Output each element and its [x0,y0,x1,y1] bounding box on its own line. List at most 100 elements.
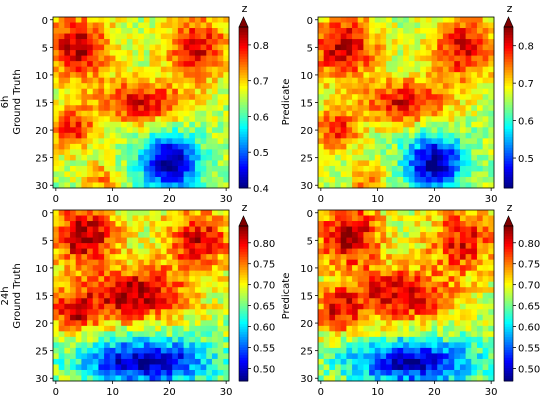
heatmap-cell [121,259,128,266]
heatmap-cell [459,66,467,73]
heatmap-cell [471,176,478,183]
heatmap-cell [357,83,364,90]
heatmap-cell [369,342,376,349]
heatmap-cell [138,265,145,272]
heatmap-cell [166,77,173,84]
heatmap-cell [420,375,427,382]
heatmap-cell [166,55,173,62]
heatmap-cell [194,314,202,321]
heatmap-cell [75,72,82,79]
heatmap-cell [109,44,116,51]
heatmap-cell [98,303,105,310]
heatmap-cell [357,232,364,238]
colorbar-segment [504,246,513,250]
heatmap-cell [397,347,404,354]
heatmap-cell [177,17,184,23]
heatmap-cell [335,138,342,145]
heatmap-cell [155,270,162,277]
heatmap-cell [386,215,393,222]
heatmap-cell [352,127,359,134]
heatmap-cell [166,127,173,134]
heatmap-cell [425,265,432,272]
colorbar-label: z [242,201,248,214]
heatmap-cell [143,342,150,349]
heatmap-cell [200,149,207,156]
heatmap-cell [92,77,99,84]
heatmap-cell [126,149,133,156]
colorbar-segment [504,370,513,374]
heatmap-cell [482,298,489,305]
heatmap-cell [318,99,325,106]
heatmap-cell [408,83,415,90]
heatmap-cell [166,88,173,95]
heatmap-cell [121,292,128,299]
heatmap-cell [115,138,122,145]
heatmap-cell [92,226,99,233]
heatmap-cell [104,309,111,316]
heatmap-cell [318,281,325,288]
heatmap-cell [482,77,489,84]
heatmap-cell [58,248,65,255]
heatmap-cell [369,143,376,150]
heatmap-cell [476,88,484,95]
heatmap-cell [109,276,116,283]
heatmap-cell [75,55,82,62]
heatmap-cell [380,331,387,338]
heatmap-cell [448,105,455,112]
colorbar-segment [239,316,248,320]
heatmap-cell [386,254,393,261]
heatmap-cell [217,182,224,189]
heatmap-cell [357,55,364,62]
heatmap-cell [408,149,415,156]
heatmap-cell [81,254,88,261]
heatmap-cell [217,287,224,294]
heatmap-cell [340,110,347,117]
heatmap-cell [211,314,219,321]
heatmap-cell [132,375,139,382]
heatmap-cell [323,61,330,68]
heatmap-cell [454,61,461,68]
heatmap-cell [115,325,122,332]
heatmap-cell [403,331,410,338]
heatmap-cell [482,132,489,139]
heatmap-cell [357,281,364,288]
heatmap-cell [183,320,190,327]
heatmap-cell [183,66,190,73]
heatmap-cell [211,50,219,57]
heatmap-cell [346,99,353,106]
heatmap-cell [223,143,230,150]
heatmap-cell [374,165,381,172]
heatmap-cell [143,66,150,73]
heatmap-cell [397,248,404,255]
heatmap-cell [403,210,410,216]
heatmap-cell [223,72,230,79]
heatmap-cell [437,347,444,354]
heatmap-cell [414,237,421,244]
heatmap-cell [471,347,478,354]
heatmap-cell [126,44,133,51]
heatmap-cell [346,110,353,117]
heatmap-cell [121,143,128,150]
heatmap-cell [149,66,156,73]
heatmap-cell [386,314,393,321]
heatmap-cell [408,265,415,272]
heatmap-cell [53,265,60,272]
heatmap-cell [183,331,190,338]
heatmap-cell [183,248,190,255]
heatmap-cell [454,83,461,90]
heatmap-cell [53,320,60,327]
heatmap-cell [386,116,393,123]
heatmap-cell [408,171,415,178]
colorbar-segment [504,331,513,335]
heatmap-cell [189,176,196,183]
heatmap-cell [132,309,139,316]
heatmap-cell [459,243,467,250]
heatmap-cell [143,143,150,150]
colorbar-tick-label: 0.70 [518,281,540,292]
colorbar-segment [239,275,248,279]
heatmap-cell [442,309,449,316]
heatmap-cell [53,314,60,321]
heatmap-cell [346,154,353,161]
heatmap-cell [75,292,82,299]
